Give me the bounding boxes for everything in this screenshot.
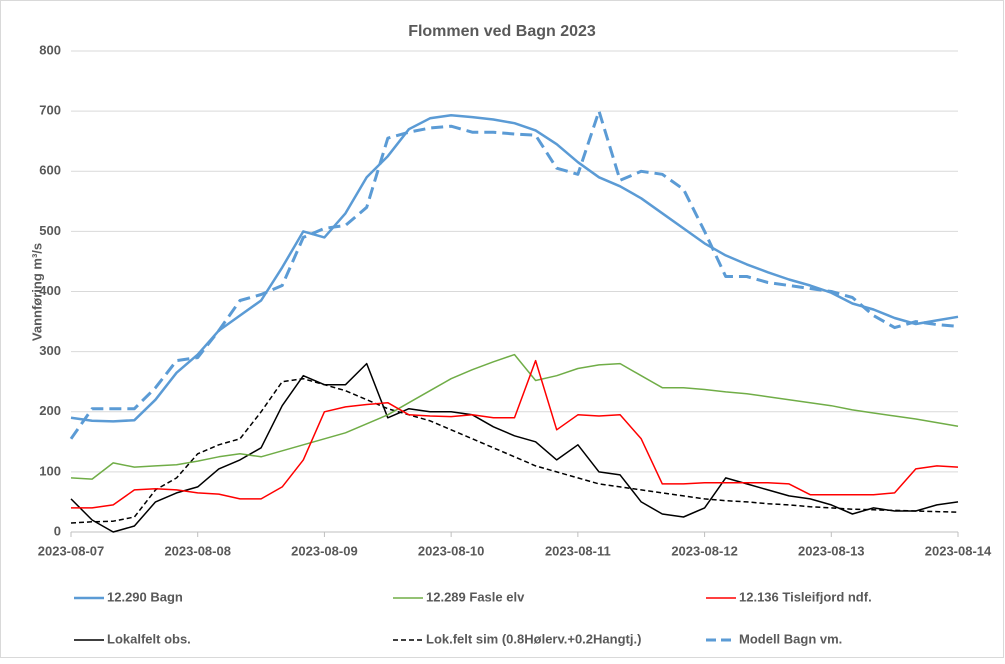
series-line [70,353,959,480]
series-line [70,377,959,524]
legend-label: Lok.felt sim (0.8Hølerv.+0.2Hangtj.) [426,631,641,646]
y-tick-label: 800 [39,42,61,57]
y-tick-label: 0 [54,523,61,538]
series-line [70,362,959,533]
y-tick-label: 100 [39,463,61,478]
x-tick-label: 2023-08-14 [925,543,992,558]
y-tick-label: 400 [39,283,61,298]
legend-label: 12.290 Bagn [107,589,183,604]
x-tick-label: 2023-08-13 [798,543,865,558]
legend-label: 12.136 Tisleifjord ndf. [739,589,872,604]
y-tick-label: 200 [39,403,61,418]
x-tick-label: 2023-08-09 [291,543,358,558]
y-tick-label: 700 [39,103,61,118]
x-tick-label: 2023-08-10 [418,543,485,558]
y-tick-label: 600 [39,163,61,178]
legend-label: Lokalfelt obs. [107,631,191,646]
legend-label: 12.289 Fasle elv [426,589,525,604]
x-tick-label: 2023-08-11 [545,543,611,558]
y-tick-label: 500 [39,223,61,238]
y-tick-label: 300 [39,343,61,358]
x-tick-label: 2023-08-12 [671,543,738,558]
series-line [69,109,959,440]
x-tick-label: 2023-08-08 [164,543,231,558]
y-axis-title: Vannføring m³/s [29,243,44,341]
x-tick-label: 2023-08-07 [38,543,105,558]
legend-label: Modell Bagn vm. [739,631,842,646]
series-line [71,359,959,509]
chart-title: Flommen ved Bagn 2023 [408,23,596,40]
